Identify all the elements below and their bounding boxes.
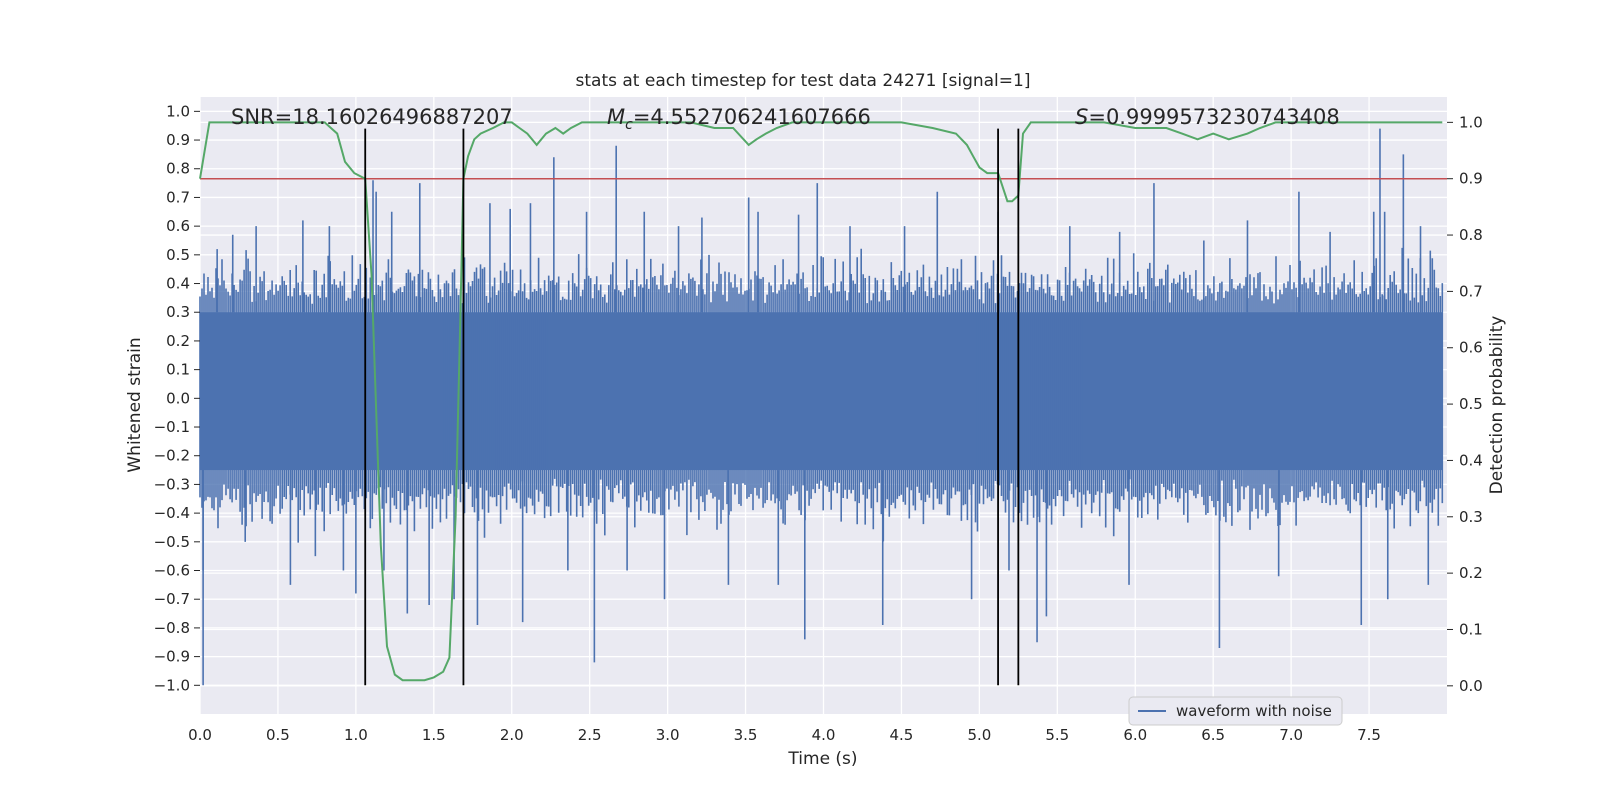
x-tick-label: 4.5 (890, 726, 914, 744)
y-tick-label: 0.0 (166, 389, 190, 407)
legend-entry-waveform: waveform with noise (1176, 702, 1332, 720)
y2-tick-label: 0.8 (1459, 226, 1483, 244)
chart-title: stats at each timestep for test data 242… (576, 71, 1031, 91)
x-tick-label: 3.0 (656, 726, 680, 744)
significance-annotation: S=0.9999573230743408 (1075, 105, 1340, 129)
event-lines (364, 128, 1020, 686)
y-tick-label: 1.0 (166, 102, 190, 120)
x-tick-label: 0.0 (188, 726, 212, 744)
x-tick-label: 5.0 (967, 726, 991, 744)
x-tick-label: 4.0 (812, 726, 836, 744)
probability-series (199, 121, 1443, 682)
y2-axis-ticks: 0.0 0.1 0.2 0.3 0.4 0.5 0.6 0.7 0.8 0.9 1.0 (1447, 113, 1483, 695)
y2-tick-label: 0.0 (1459, 677, 1483, 695)
waveform-noise-trace (199, 247, 1444, 543)
y2-tick-label: 0.2 (1459, 564, 1483, 582)
y-tick-label: −0.5 (154, 533, 190, 551)
x-tick-label: 5.5 (1045, 726, 1069, 744)
detection-probability-line (199, 121, 1443, 682)
x-axis-ticks: 0.0 0.5 1.0 1.5 2.0 2.5 3.0 3.5 4.0 4.5 5.0 5.5 6.0 6… (188, 726, 1381, 744)
y-tick-label: 0.1 (166, 361, 190, 379)
x-tick-label: 2.0 (500, 726, 524, 744)
y2-tick-label: 0.4 (1459, 451, 1483, 469)
chirp-mass-subscript: c (625, 117, 633, 133)
y-tick-label: 0.4 (166, 275, 190, 293)
x-axis-label: Time (s) (787, 749, 857, 769)
y2-axis-label: Detection probability (1487, 316, 1507, 495)
y-tick-label: 0.9 (166, 131, 190, 149)
x-tick-label: 0.5 (266, 726, 290, 744)
y-tick-label: −0.6 (154, 562, 190, 580)
y-tick-label: −0.3 (154, 475, 190, 493)
plot-area (199, 97, 1447, 714)
y-tick-label: 0.2 (166, 332, 190, 350)
y-tick-label: 0.3 (166, 303, 190, 321)
y2-tick-label: 1.0 (1459, 113, 1483, 131)
x-tick-label: 7.5 (1357, 726, 1381, 744)
x-tick-label: 6.0 (1123, 726, 1147, 744)
legend-box (1128, 696, 1343, 726)
y2-tick-label: 0.5 (1459, 395, 1483, 413)
chirp-mass-value: =4.552706241607666 (633, 105, 871, 129)
y2-tick-label: 0.7 (1459, 282, 1483, 300)
y-axis-label: Whitened strain (125, 337, 145, 472)
y2-tick-label: 0.1 (1459, 620, 1483, 638)
x-tick-label: 6.5 (1201, 726, 1225, 744)
y-tick-label: −0.4 (154, 504, 190, 522)
y2-tick-label: 0.3 (1459, 508, 1483, 526)
x-tick-label: 3.5 (734, 726, 758, 744)
y-tick-label: −0.2 (154, 447, 190, 465)
waveform-series (199, 128, 1444, 686)
legend: waveform with noise (1128, 696, 1343, 726)
chirp-mass-annotation: Mc=4.552706241607666 (607, 105, 871, 133)
x-tick-label: 1.5 (422, 726, 446, 744)
y2-tick-label: 0.6 (1459, 339, 1483, 357)
snr-annotation: SNR=18.16026496887207 (231, 105, 513, 129)
y-tick-label: 0.8 (166, 160, 190, 178)
y-tick-label: −1.0 (154, 676, 190, 694)
y2-tick-label: 0.9 (1459, 170, 1483, 188)
y-tick-label: 0.6 (166, 217, 190, 235)
x-tick-label: 1.0 (344, 726, 368, 744)
y-tick-label: −0.7 (154, 590, 190, 608)
y-tick-label: 0.7 (166, 188, 190, 206)
y-tick-label: −0.8 (154, 619, 190, 637)
y-tick-label: −0.9 (154, 648, 190, 666)
significance-symbol: S (1075, 105, 1088, 129)
y-axis-ticks: −1.0 −0.9 −0.8 −0.7 −0.6 −0.5 −0.4 −0.3 −0.2 −0.1… (154, 102, 200, 694)
x-tick-label: 2.5 (578, 726, 602, 744)
y-tick-label: 0.5 (166, 246, 190, 264)
chirp-mass-symbol: M (607, 105, 625, 129)
y-tick-label: −0.1 (154, 418, 190, 436)
significance-value: =0.9999573230743408 (1088, 105, 1339, 129)
x-tick-label: 7.0 (1279, 726, 1303, 744)
